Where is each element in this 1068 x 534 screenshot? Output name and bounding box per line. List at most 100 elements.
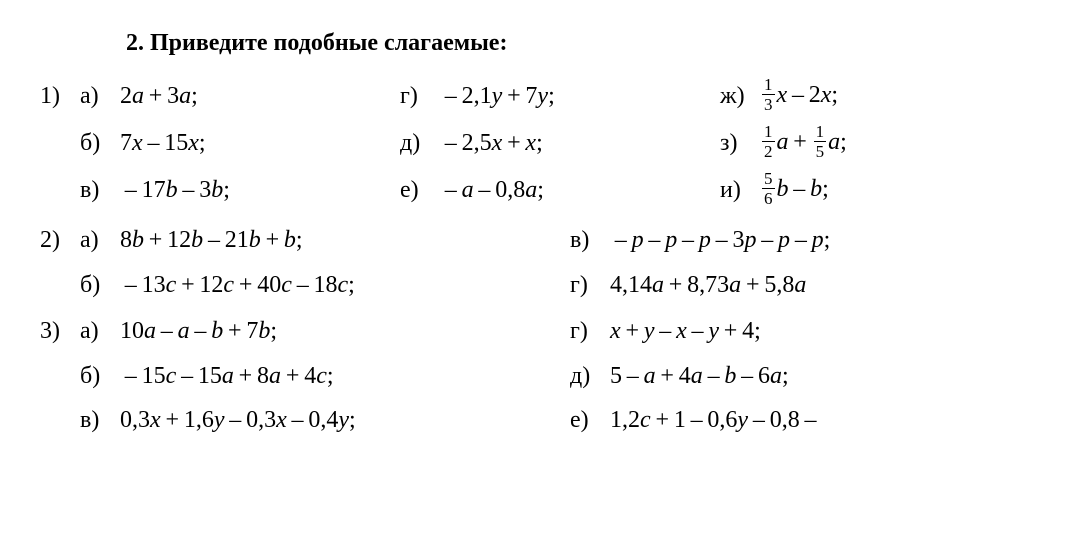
expression: – 17b – 3b;	[120, 171, 230, 209]
variable: c	[166, 363, 177, 389]
variable: x	[492, 130, 503, 156]
operator: +	[502, 130, 525, 156]
number: 1,2	[610, 407, 640, 433]
variable: b	[132, 227, 144, 253]
number: 2,1	[462, 83, 492, 109]
problem-item: и)56b – b;	[680, 170, 1000, 209]
number: 3	[167, 83, 179, 109]
operator: –	[677, 227, 699, 253]
group-number: 2)	[40, 221, 80, 259]
subproblem-label: д)	[400, 124, 440, 162]
operator: –	[610, 227, 632, 253]
operator: +	[234, 272, 257, 298]
terminator: ;	[840, 129, 847, 155]
fraction-denominator: 6	[762, 189, 775, 207]
variable: a	[794, 272, 806, 298]
variable: b	[810, 176, 822, 202]
problem-item: б) – 15c – 15a + 8a + 4c;	[40, 357, 530, 395]
variable: y	[737, 407, 748, 433]
operator: +	[502, 83, 525, 109]
operator: +	[656, 363, 679, 389]
problem-item: г)x + y – x – y + 4;	[530, 312, 1020, 350]
variable: p	[744, 227, 756, 253]
subproblem-label: е)	[400, 171, 440, 209]
subproblem-label: ж)	[720, 77, 760, 115]
operator: +	[281, 363, 304, 389]
fraction-denominator: 5	[814, 142, 827, 160]
operator: –	[176, 363, 198, 389]
operator: –	[190, 318, 212, 344]
variable: y	[708, 318, 719, 344]
expression: – 2,1y + 7y;	[440, 77, 555, 115]
number: 0,8	[495, 177, 525, 203]
operator: +	[144, 83, 167, 109]
number: 10	[120, 318, 144, 344]
operator: –	[703, 363, 725, 389]
operator: –	[474, 177, 496, 203]
variable: a	[178, 318, 190, 344]
problem-item: е)1,2c + 1 – 0,6y – 0,8 –	[530, 401, 1020, 439]
subproblem-label: б)	[80, 357, 120, 395]
operator: –	[790, 227, 812, 253]
variable: y	[492, 83, 503, 109]
operator: –	[120, 363, 142, 389]
number: 7	[246, 318, 258, 344]
expression: 0,3x + 1,6y – 0,3x – 0,4y;	[120, 401, 356, 439]
problem-item: д)5 – a + 4a – b – 6a;	[530, 357, 1020, 395]
fraction: 15	[814, 123, 827, 160]
terminator: ;	[831, 82, 838, 108]
variable: a	[525, 177, 537, 203]
number: 12	[167, 227, 191, 253]
number: 0,3	[120, 407, 150, 433]
variable: y	[214, 407, 225, 433]
subproblem-label: г)	[570, 312, 610, 350]
terminator: ;	[327, 363, 334, 389]
terminator: ;	[536, 130, 543, 156]
operator: –	[687, 318, 709, 344]
problem-group: 3)а)10a – a – b + 7b;г)x + y – x – y + 4…	[40, 312, 1028, 439]
terminator: ;	[782, 363, 789, 389]
problem-group: 1)а)2a + 3a;г) – 2,1y + 7y;ж)13x – 2x;б)…	[40, 76, 1028, 209]
operator: +	[741, 272, 764, 298]
subproblem-label: б)	[80, 124, 120, 162]
operator: +	[651, 407, 674, 433]
number: 15	[142, 363, 166, 389]
subproblem-label: з)	[720, 124, 760, 162]
problem-item: г)4,14a + 8,73a + 5,8a	[530, 266, 1020, 304]
operator: –	[644, 227, 666, 253]
operator: –	[748, 407, 770, 433]
operator: –	[736, 363, 758, 389]
subproblem-label: д)	[570, 357, 610, 395]
operator: –	[224, 407, 246, 433]
operator: +	[719, 318, 742, 344]
number: 0,3	[246, 407, 276, 433]
expression: 1,2c + 1 – 0,6y – 0,8 –	[610, 401, 821, 439]
variable: a	[691, 363, 703, 389]
number: 17	[142, 177, 166, 203]
number: 15	[164, 130, 188, 156]
variable: a	[729, 272, 741, 298]
number: 5,8	[764, 272, 794, 298]
number: 0,8	[770, 407, 800, 433]
subproblem-label: а)	[80, 77, 120, 115]
number: 8,73	[687, 272, 729, 298]
operator: +	[223, 318, 246, 344]
operator: +	[664, 272, 687, 298]
operator: –	[756, 227, 778, 253]
variable: b	[191, 227, 203, 253]
operator: +	[161, 407, 184, 433]
group-number: 3)	[40, 312, 80, 350]
variable: b	[724, 363, 736, 389]
variable: a	[652, 272, 664, 298]
variable: a	[777, 129, 789, 155]
expression: x + y – x – y + 4;	[610, 312, 761, 350]
subproblem-label: а)	[80, 312, 120, 350]
variable: p	[812, 227, 824, 253]
operator: –	[800, 407, 822, 433]
variable: x	[821, 82, 832, 108]
variable: b	[258, 318, 270, 344]
subproblem-label: г)	[570, 266, 610, 304]
number: 15	[198, 363, 222, 389]
expression: 10a – a – b + 7b;	[120, 312, 277, 350]
operator: –	[440, 177, 462, 203]
